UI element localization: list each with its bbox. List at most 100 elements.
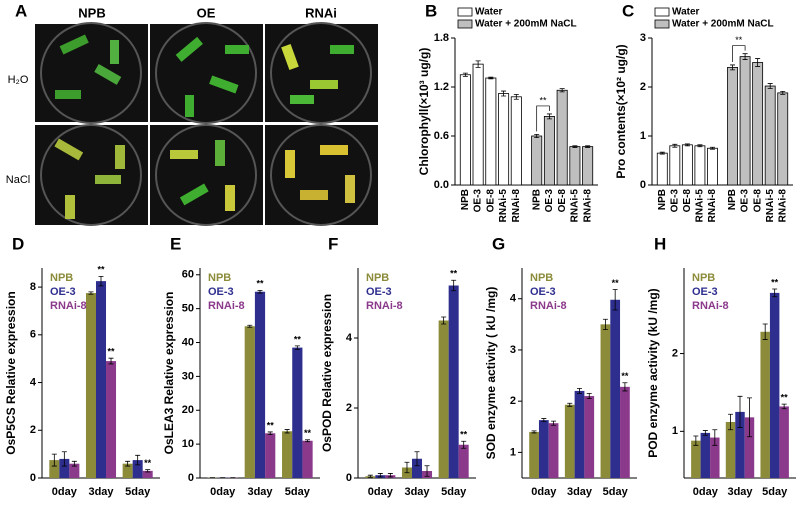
y-tick-label: 1 [640, 130, 646, 142]
error-bar [61, 451, 67, 467]
bar [543, 116, 555, 186]
photo [35, 24, 148, 122]
y-tick-label: 10 [182, 438, 194, 450]
x-tick-label: 5day [285, 486, 311, 498]
significance-label: ** [754, 0, 762, 4]
x-tick-label: NPB [460, 189, 471, 210]
panel-letter: F [328, 234, 338, 253]
bar [669, 145, 681, 186]
error-bar [513, 93, 519, 100]
error-bar [125, 460, 131, 467]
significance-label: ** [97, 265, 105, 275]
dish [155, 22, 257, 124]
legend-label: NPB [530, 272, 553, 284]
photo [150, 125, 263, 225]
error-bar [267, 431, 273, 436]
significance-label: ** [460, 430, 468, 440]
bar [777, 92, 789, 186]
legend-swatch [457, 19, 473, 29]
error-bar [702, 430, 708, 436]
photo [150, 24, 263, 122]
y-tick-label: 20 [182, 404, 194, 416]
photo [265, 125, 378, 225]
significance-label: ** [304, 428, 312, 438]
x-tick-label: OE-3 [740, 189, 751, 213]
bar [95, 281, 107, 478]
legend-label: RNAi-8 [692, 300, 729, 312]
bar [739, 56, 751, 186]
y-tick-label: 8 [30, 281, 36, 293]
legend-label: OE-3 [366, 286, 392, 298]
bar [681, 144, 693, 186]
error-bar [728, 413, 734, 431]
bar [438, 320, 449, 478]
error-bar [767, 83, 773, 89]
bar [538, 420, 549, 478]
bar [472, 63, 484, 186]
error-bar [737, 395, 743, 428]
x-tick-label: OE-8 [557, 189, 568, 213]
bar [752, 62, 764, 186]
error-bar [305, 439, 311, 443]
significance-label: ** [144, 458, 152, 468]
y-tick-label: 0 [188, 472, 194, 484]
bar [564, 404, 575, 478]
panel-letter: H [654, 234, 666, 253]
error-bar [51, 453, 57, 467]
x-tick-label: 3day [88, 486, 114, 498]
error-bar [572, 145, 578, 148]
leaf-pieces [54, 34, 355, 219]
bar [448, 285, 459, 478]
y-tick-label: 4 [510, 293, 517, 305]
bar [569, 146, 581, 186]
error-bar [622, 382, 628, 392]
dish [40, 124, 142, 226]
bar [694, 145, 706, 186]
significance-label: ** [781, 392, 789, 402]
y-tick-label: 4 [30, 376, 37, 388]
y-tick-label: 2 [640, 81, 646, 93]
x-tick-label: RNAi-5 [498, 189, 509, 223]
bar [498, 93, 510, 186]
x-tick-label: 3day [567, 486, 593, 498]
bar [529, 431, 539, 478]
photo-panel [35, 22, 378, 226]
bar [85, 293, 96, 478]
error-bar [284, 429, 290, 434]
error-bar [612, 289, 618, 311]
bar [69, 463, 80, 478]
bar [59, 458, 70, 478]
bar [459, 74, 471, 186]
bar [769, 292, 780, 478]
x-tick-label: 3day [404, 486, 430, 498]
bar [620, 386, 630, 478]
dish [155, 124, 257, 226]
significance-label: ** [771, 277, 779, 287]
error-bar [462, 72, 468, 77]
error-bar [294, 345, 300, 350]
significance-bracket [536, 105, 550, 132]
bar [760, 331, 770, 478]
x-tick-label: RNAi-8 [777, 189, 788, 223]
legend-label: NPB [366, 272, 389, 284]
dish [270, 22, 372, 124]
x-tick-label: NPB [727, 189, 738, 210]
x-tick-label: 0day [531, 486, 557, 498]
panel-letter: E [170, 234, 181, 253]
panel-letter: D [12, 234, 24, 253]
x-tick-label: 0day [52, 486, 78, 498]
y-tick-label: 50 [182, 303, 194, 315]
error-bar [551, 420, 557, 426]
bar [282, 431, 293, 478]
dish [270, 124, 372, 226]
x-tick-label: OE-8 [682, 189, 693, 213]
bar [707, 147, 718, 186]
bar [510, 96, 522, 186]
legend-label: RNAi-8 [530, 300, 567, 312]
bar [292, 347, 303, 478]
y-tick-label: 2 [510, 395, 516, 407]
x-tick-label: OE-3 [544, 189, 555, 213]
legend-label: Water [672, 7, 700, 18]
y-axis-title: Chlorophyll(×10³ ug/g) [417, 48, 431, 176]
error-bar [781, 403, 787, 410]
